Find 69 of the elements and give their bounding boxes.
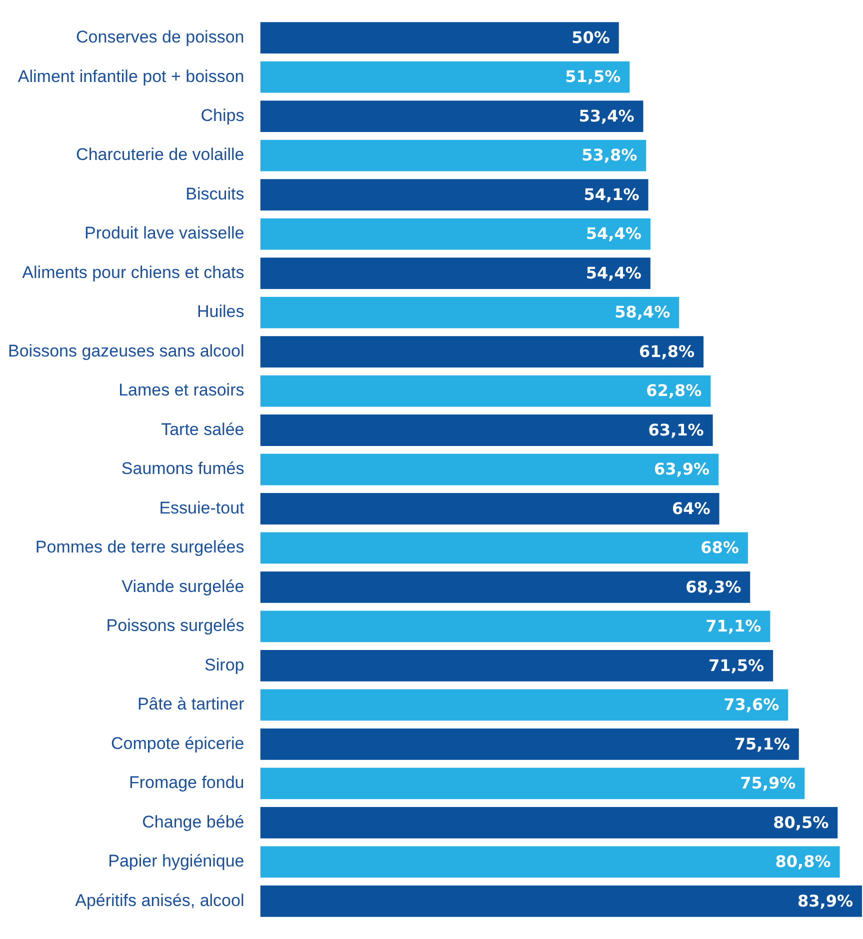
y-tick-label: Conserves de poisson (76, 28, 244, 47)
data-label: 63,9% (654, 460, 710, 479)
bar (260, 61, 630, 93)
bar (260, 22, 619, 54)
data-label: 71,1% (706, 616, 762, 636)
data-label: 50% (572, 28, 610, 47)
data-label: 71,5% (708, 656, 764, 675)
data-label: 54,4% (586, 263, 642, 282)
y-tick-label: Huiles (197, 302, 244, 322)
data-label: 75,9% (740, 774, 796, 793)
data-label: 83,9% (797, 891, 853, 910)
y-tick-label: Pommes de terre surgelées (35, 538, 244, 557)
y-tick-label: Boissons gazeuses sans alcool (8, 341, 244, 360)
data-label: 68% (700, 538, 739, 558)
data-label: 62,8% (646, 381, 702, 400)
y-tick-label: Biscuits (186, 184, 244, 204)
bar (260, 414, 713, 446)
y-tick-label: Viande surgelée (122, 576, 244, 596)
data-label: 75,1% (734, 734, 790, 754)
y-tick-label: Charcuterie de volaille (76, 145, 244, 164)
data-label: 80,8% (775, 852, 831, 872)
y-tick-label: Sirop (204, 655, 244, 674)
y-tick-label: Chips (200, 106, 244, 125)
bar (260, 885, 862, 917)
bar (260, 296, 680, 328)
bar (260, 806, 838, 838)
data-label: 61,8% (638, 342, 694, 361)
bar (260, 768, 805, 800)
bar (260, 572, 750, 603)
bar (260, 532, 748, 564)
data-label: 53,4% (578, 106, 634, 126)
bar (260, 728, 799, 760)
y-tick-label: Saumons fumés (121, 459, 244, 478)
y-tick-label: Tarte salée (161, 420, 244, 439)
y-tick-label: Papier hygiénique (108, 852, 244, 871)
data-label: 53,8% (582, 146, 638, 165)
data-label: 54,1% (584, 184, 640, 204)
bar (260, 140, 646, 172)
data-label: 54,4% (586, 224, 642, 244)
bar (260, 689, 788, 721)
data-label: 63,1% (648, 420, 704, 440)
bar (260, 336, 704, 368)
y-tick-label: Poissons surgelés (106, 616, 244, 636)
bar (260, 100, 644, 132)
data-label: 73,6% (724, 695, 780, 714)
y-tick-label: Fromage fondu (128, 773, 244, 792)
y-tick-label: Apéritifs anisés, alcool (75, 890, 244, 910)
data-label: 80,5% (773, 812, 829, 832)
data-label: 51,5% (565, 67, 621, 86)
bar (260, 218, 650, 250)
y-tick-label: Essuie-tout (159, 498, 245, 518)
bar (260, 375, 711, 407)
data-label: 64% (672, 498, 710, 518)
y-tick-label: Aliments pour chiens et chats (22, 262, 244, 282)
data-label: 58,4% (614, 302, 670, 322)
data-label: 68,3% (686, 577, 742, 596)
y-tick-label: Aliment infantile pot + boisson (18, 66, 244, 86)
y-tick-label: Lames et rasoirs (118, 380, 244, 400)
bar (260, 610, 770, 642)
bar (260, 650, 774, 682)
bar (260, 258, 650, 289)
bar (260, 493, 720, 524)
y-tick-label: Change bébé (142, 812, 244, 832)
bar (260, 846, 840, 878)
y-tick-label: Produit lave vaisselle (84, 224, 244, 243)
bar (260, 179, 648, 210)
y-tick-label: Compote épicerie (111, 734, 244, 753)
bar (260, 454, 719, 486)
y-tick-label: Pâte à tartiner (137, 694, 245, 714)
